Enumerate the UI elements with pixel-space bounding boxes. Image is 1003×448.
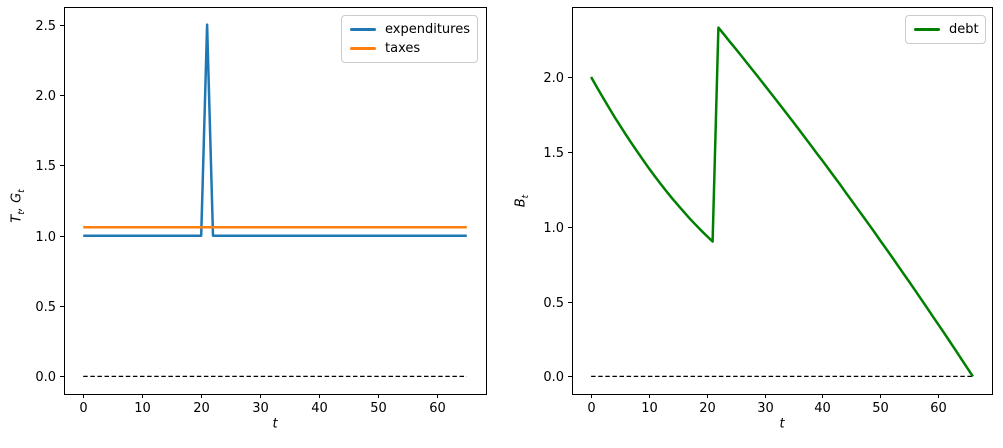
y-tick-label: 1.5 (35, 159, 56, 174)
right-legend: debt (905, 15, 986, 44)
left-x-axis-label: t (272, 416, 278, 432)
y-tick-label: 1.5 (543, 146, 564, 161)
y-tick-label: 1.0 (543, 221, 564, 236)
x-tick-label: 40 (814, 401, 831, 416)
x-tick-label: 20 (699, 401, 716, 416)
y-tick-label: 0.5 (543, 296, 564, 311)
x-tick-label: 40 (311, 401, 328, 416)
x-tick-label: 20 (193, 401, 210, 416)
left-legend: expenditures taxes (341, 15, 478, 63)
y-tick-label: 1.0 (35, 230, 56, 245)
y-tick-label: 2.0 (35, 89, 56, 104)
line-debt (590, 26, 974, 378)
legend-entry-debt: debt (914, 20, 979, 39)
x-tick-label: 50 (872, 401, 889, 416)
x-tick-label: 10 (641, 401, 658, 416)
line-expenditures (83, 23, 467, 237)
legend-line-swatch (914, 28, 940, 31)
legend-label: expenditures (385, 22, 470, 37)
y-tick-label: 0.0 (543, 370, 564, 385)
axes-frame (64, 7, 487, 395)
x-tick-label: 0 (587, 401, 595, 416)
y-tick-label: 2.5 (35, 19, 56, 34)
axes-frame (572, 7, 993, 395)
legend-line-swatch (350, 28, 376, 31)
x-tick-label: 60 (930, 401, 947, 416)
legend-line-swatch (350, 47, 376, 50)
left-y-axis-label: Tt, Gt (9, 189, 28, 223)
x-tick-label: 60 (429, 401, 446, 416)
x-tick-label: 30 (757, 401, 774, 416)
x-tick-label: 50 (370, 401, 387, 416)
x-tick-label: 30 (252, 401, 269, 416)
y-tick-label: 0.0 (35, 370, 56, 385)
legend-label: taxes (385, 41, 421, 56)
legend-label: debt (949, 22, 979, 37)
right-x-axis-label: t (779, 416, 785, 432)
right-y-axis-label: Bt (513, 194, 532, 208)
legend-entry-taxes: taxes (350, 39, 469, 58)
y-tick-label: 2.0 (543, 71, 564, 86)
legend-entry-expenditures: expenditures (350, 20, 470, 39)
x-tick-label: 10 (134, 401, 151, 416)
x-tick-label: 0 (79, 401, 87, 416)
y-tick-label: 0.5 (35, 300, 56, 315)
